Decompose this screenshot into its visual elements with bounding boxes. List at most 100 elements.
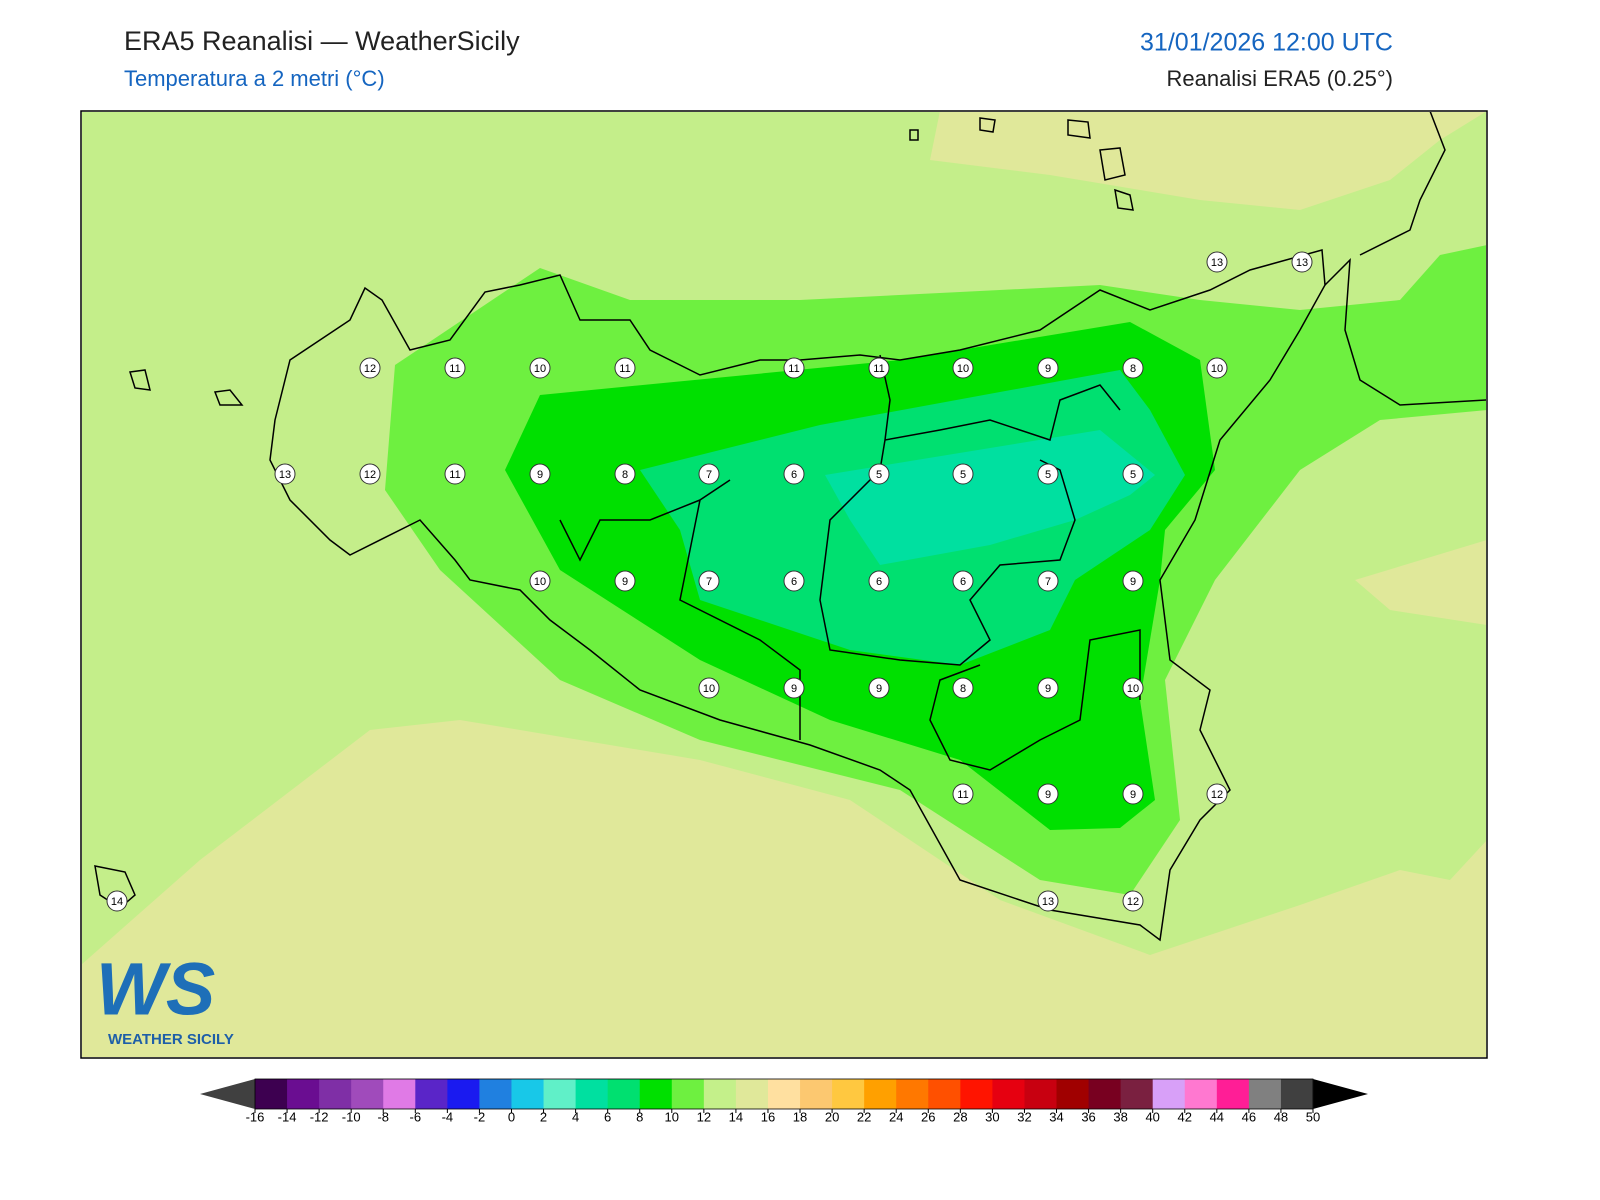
colorbar-box — [447, 1079, 480, 1109]
map: 13 13 12 11 10 11 11 11 10 9 8 10 13 12 11 9 8 7 6 5 5 5 5 10 9 7… — [82, 112, 1486, 1057]
station-value: 5 — [1045, 469, 1051, 481]
station-marker — [1122, 463, 1144, 485]
colorbar-tick-label: 32 — [1017, 1109, 1031, 1124]
station-value: 10 — [1211, 363, 1223, 375]
colorbar-tick-label: -6 — [410, 1109, 422, 1124]
colorbar-tick-label: -8 — [377, 1109, 389, 1124]
colorbar-box — [703, 1079, 737, 1109]
source: Reanalisi ERA5 (0.25°) — [1167, 66, 1393, 91]
station-value: 11 — [957, 789, 968, 801]
colorbar-box — [1248, 1079, 1282, 1109]
colorbar-tick-label: 14 — [729, 1109, 743, 1124]
station: 10 — [1206, 357, 1228, 379]
colorbar-box — [1120, 1079, 1154, 1109]
colorbar-box — [255, 1079, 288, 1109]
colorbar-box — [607, 1079, 641, 1109]
station: 5 — [1122, 463, 1144, 485]
station-marker — [1122, 890, 1144, 912]
colorbar-box — [511, 1079, 545, 1109]
colorbar-under — [200, 1079, 255, 1109]
station-value: 12 — [1211, 789, 1223, 801]
station-marker — [359, 357, 381, 379]
colorbar-tick-label: -2 — [474, 1109, 486, 1124]
colorbar-tick-label: 2 — [540, 1109, 547, 1124]
colorbar-over — [1313, 1079, 1368, 1109]
station-value: 6 — [960, 576, 966, 588]
colorbar-tick-label: -4 — [442, 1109, 454, 1124]
station: 5 — [952, 463, 974, 485]
colorbar-box — [1152, 1079, 1186, 1109]
colorbar-box — [864, 1079, 897, 1109]
logo-letters: WS — [96, 948, 215, 1031]
map-frame — [80, 110, 1488, 1059]
station-value: 9 — [1130, 576, 1136, 588]
colorbar-tick-label: 30 — [985, 1109, 999, 1124]
station: 11 — [952, 783, 974, 805]
station-marker — [614, 357, 636, 379]
station: 11 — [444, 357, 466, 379]
station: 9 — [1122, 783, 1144, 805]
station-value: 13 — [1296, 257, 1308, 269]
station-value: 10 — [957, 363, 969, 375]
station-value: 9 — [1045, 789, 1051, 801]
colorbar-box — [639, 1079, 673, 1109]
subtitle: Temperatura a 2 metri (°C) — [124, 66, 385, 91]
station-value: 8 — [1130, 363, 1136, 375]
colorbar-tick-label: 4 — [572, 1109, 579, 1124]
station-marker — [868, 357, 890, 379]
colorbar-box — [992, 1079, 1025, 1109]
colorbar-tick-label: 28 — [953, 1109, 967, 1124]
station: 12 — [1122, 890, 1144, 912]
colorbar-box — [479, 1079, 512, 1109]
station: 10 — [698, 677, 720, 699]
colorbar-box — [960, 1079, 993, 1109]
station-value: 12 — [364, 363, 376, 375]
station: 9 — [1037, 677, 1059, 699]
station-value: 7 — [1045, 576, 1051, 588]
station-value: 10 — [703, 683, 715, 695]
colorbar-box — [735, 1079, 769, 1109]
station-marker — [1122, 570, 1144, 592]
station-value: 11 — [449, 363, 460, 375]
station-value: 5 — [960, 469, 966, 481]
colorbar-tick-label: 16 — [761, 1109, 775, 1124]
colorbar-tick-label: -14 — [278, 1109, 297, 1124]
field-14-16 — [1355, 540, 1486, 625]
station: 7 — [1037, 570, 1059, 592]
station-value: 6 — [791, 576, 797, 588]
station-value: 5 — [1130, 469, 1136, 481]
station-value: 9 — [537, 469, 543, 481]
station-marker — [444, 463, 466, 485]
station-value: 6 — [791, 469, 797, 481]
colorbar-tick-label: 10 — [665, 1109, 679, 1124]
logo-name: WEATHER SICILY — [108, 1031, 234, 1048]
colorbar-box — [1280, 1079, 1314, 1109]
colorbar-tick-label: 26 — [921, 1109, 935, 1124]
station-value: 14 — [111, 896, 123, 908]
station: 10 — [529, 357, 551, 379]
logo: WS WEATHER SICILY — [96, 948, 234, 1048]
station-marker — [952, 357, 974, 379]
station: 9 — [529, 463, 551, 485]
station-value: 12 — [364, 469, 376, 481]
station: 13 — [1206, 251, 1228, 273]
colorbar-tick-label: 40 — [1145, 1109, 1159, 1124]
station-marker — [698, 570, 720, 592]
station-marker — [783, 357, 805, 379]
station-value: 11 — [449, 469, 460, 481]
station-marker — [1037, 890, 1059, 912]
station-marker — [1206, 251, 1228, 273]
station: 6 — [783, 570, 805, 592]
colorbar-box — [896, 1079, 929, 1109]
station-marker — [1037, 570, 1059, 592]
station-marker — [1037, 357, 1059, 379]
station: 12 — [1206, 783, 1228, 805]
coastline — [94, 112, 1486, 942]
station: 10 — [529, 570, 551, 592]
station-marker — [1122, 783, 1144, 805]
colorbar-box — [1088, 1079, 1122, 1109]
station-value: 11 — [788, 363, 799, 375]
